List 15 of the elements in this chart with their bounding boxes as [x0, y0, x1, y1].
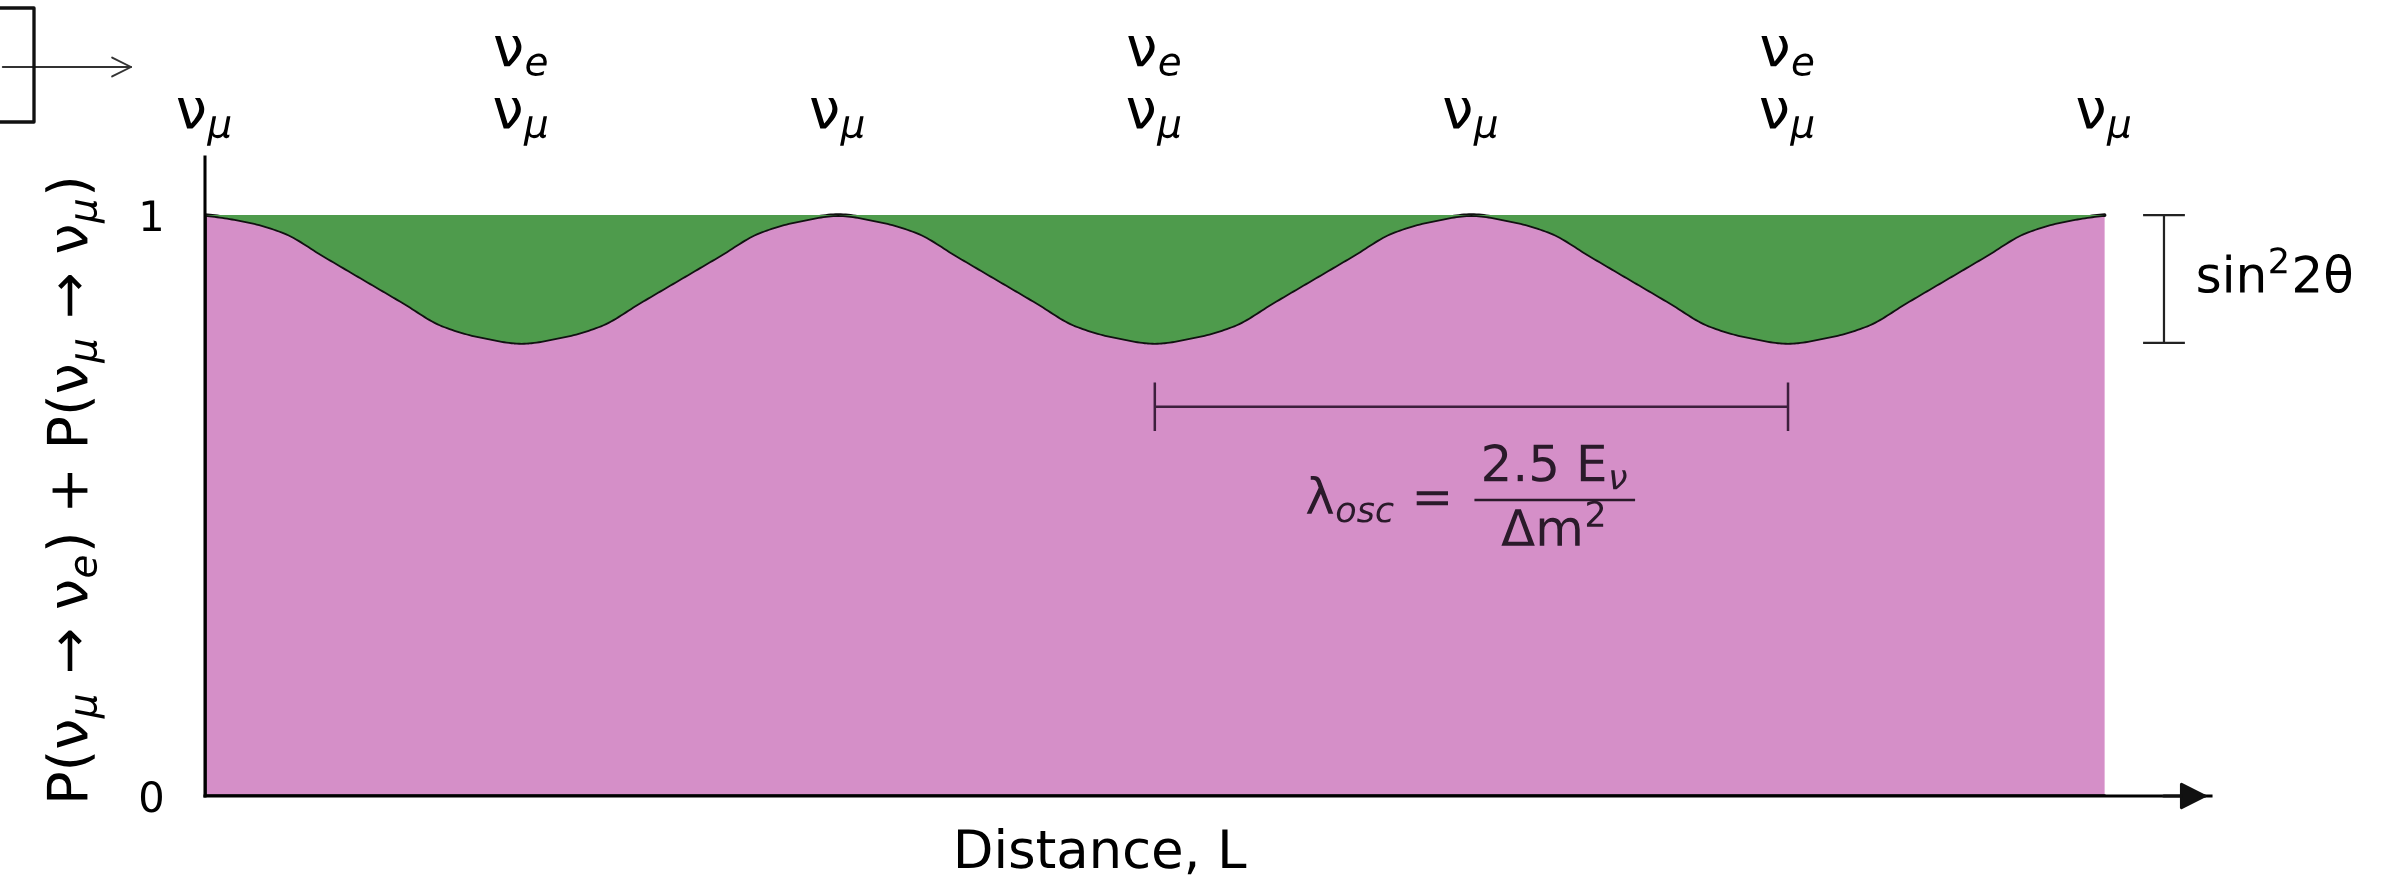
x-tick-label: ν$_{e}$ ν$_{μ}$ — [1127, 35, 1181, 146]
x-tick-label: ν$_{μ}$ — [2077, 98, 2131, 146]
y-tick-label: 0 — [140, 780, 162, 813]
x-tick-label: ν$_{μ}$ — [1444, 98, 1497, 146]
y-tick-label: 1 — [142, 200, 161, 231]
annotation: Δm$^{2}$ — [1501, 500, 1604, 546]
x-axis-title: Distance, L — [957, 827, 1247, 875]
x-tick-label: ν$_{e}$ ν$_{μ}$ — [1760, 35, 1814, 146]
text: sin$^{2}$2θ — [2198, 247, 2352, 294]
x-tick-label: ν$_{μ}$ — [811, 98, 864, 146]
x-tick-label: ν$_{e}$ ν$_{μ}$ — [494, 35, 548, 146]
text: P(ν$_{μ}$ → ν$_{e}$) + P(ν$_{μ}$ → ν$_{μ}$) — [45, 179, 105, 800]
annotation: λ$_{osc}$ = — [1306, 475, 1448, 523]
x-tick-label: ν$_{μ}$ — [177, 98, 231, 146]
annotation: 2.5 E$_{ν}$ — [1484, 444, 1627, 490]
